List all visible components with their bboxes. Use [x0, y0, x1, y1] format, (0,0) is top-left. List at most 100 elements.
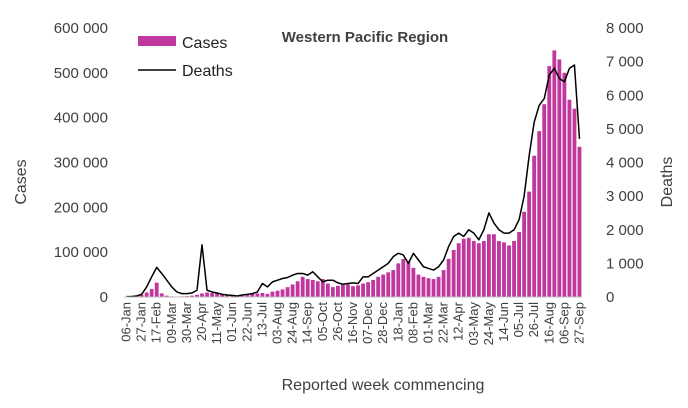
y-tick-label: 0 — [100, 289, 108, 306]
cases-bar — [371, 279, 376, 297]
cases-bar — [386, 272, 391, 297]
cases-bar — [225, 294, 230, 297]
cases-bar — [512, 240, 516, 297]
cases-bar — [522, 211, 527, 297]
x-tick-label: 06-Jan — [119, 302, 134, 342]
cases-bar — [275, 290, 280, 297]
cases-bar — [164, 295, 169, 297]
x-tick-label: 16-Nov — [345, 302, 360, 344]
x-tick-label: 05-Jul — [511, 302, 526, 338]
x-tick-label: 07-Dec — [360, 302, 375, 344]
cases-bar — [295, 281, 300, 297]
y2-tick-label: 3 000 — [606, 188, 644, 205]
cases-bar — [290, 284, 295, 297]
cases-bar — [195, 294, 199, 297]
x-tick-label: 27-Jan — [134, 302, 149, 342]
cases-bar — [416, 274, 421, 297]
cases-bar — [391, 270, 396, 297]
cases-bar — [335, 285, 340, 297]
cases-bar — [381, 274, 386, 297]
cases-bar — [330, 287, 335, 297]
cases-bar — [341, 284, 345, 297]
y2-tick-label: 1 000 — [606, 255, 644, 272]
x-tick-label: 03-Aug — [270, 302, 285, 344]
cases-bar — [260, 292, 265, 297]
cases-bar — [542, 104, 547, 297]
x-tick-label: 28-Dec — [375, 302, 390, 344]
x-tick-label: 18-Jan — [390, 302, 405, 342]
cases-bar — [346, 284, 350, 297]
x-tick-label: 08-Feb — [405, 302, 420, 343]
cases-bar — [497, 240, 501, 297]
y-tick-label: 300 000 — [54, 155, 108, 172]
y-tick-label: 400 000 — [54, 110, 108, 127]
cases-bar — [245, 294, 250, 297]
cases-bar — [270, 291, 275, 297]
deaths-line-group — [126, 64, 581, 298]
cases-bar — [567, 99, 572, 297]
cases-bars — [124, 50, 582, 298]
x-tick-label: 26-Jul — [526, 302, 541, 338]
cases-bar — [320, 279, 325, 297]
cases-bar — [300, 276, 305, 297]
cases-bar — [376, 276, 381, 297]
x-tick-label: 22-Mar — [436, 301, 451, 343]
x-tick-label: 05-Oct — [315, 302, 330, 341]
x-tick-label: 14-Sep — [300, 302, 315, 344]
cases-bar — [406, 261, 411, 297]
cases-bar — [421, 276, 426, 297]
cases-bar — [481, 240, 486, 297]
cases-bar — [356, 285, 360, 297]
x-tick-label: 24-May — [481, 302, 496, 346]
cases-bar — [476, 243, 481, 297]
x-tick-label: 13-Jul — [254, 302, 269, 338]
y-tick-label: 600 000 — [54, 20, 108, 37]
cases-bar — [154, 282, 159, 297]
x-tick-label: 26-Oct — [330, 302, 345, 341]
x-tick-label: 24-Aug — [285, 302, 300, 344]
cases-bar — [451, 249, 456, 297]
right-axis-ticks: 0 1 000 2 000 3 000 4 000 5 000 6 000 7 000 8 00… — [606, 20, 644, 306]
cases-bar — [471, 240, 476, 297]
cases-bar — [517, 231, 522, 297]
cases-bar — [431, 279, 436, 297]
cases-bar — [325, 283, 330, 297]
cases-bar — [557, 59, 562, 297]
cases-bar — [230, 295, 235, 297]
cases-bar — [285, 287, 290, 297]
cases-bar — [562, 72, 567, 297]
cases-bar — [577, 146, 582, 297]
cases-bar — [401, 258, 406, 297]
chart-title: Western Pacific Region — [282, 29, 448, 46]
cases-bar — [315, 281, 320, 297]
cases-bar — [210, 292, 214, 297]
cases-bar — [456, 243, 461, 297]
cases-bar — [527, 191, 532, 297]
x-tick-label: 30-Mar — [179, 301, 194, 343]
cases-bar — [240, 295, 245, 297]
cases-bar — [159, 293, 164, 297]
cases-bar — [396, 263, 401, 298]
cases-bar — [507, 245, 511, 297]
x-tick-label: 27-Sep — [571, 302, 586, 344]
cases-bar — [547, 66, 552, 297]
cases-bar — [552, 50, 557, 297]
cases-bar — [572, 108, 577, 297]
left-axis-ticks: 0 100 000 200 000 300 000 400 000 500 000 600 … — [54, 20, 108, 306]
x-tick-label: 06-Sep — [556, 302, 571, 344]
x-tick-label: 17-Feb — [149, 302, 164, 343]
cases-bar — [205, 292, 209, 297]
x-tick-label: 01-Jun — [224, 302, 239, 342]
x-axis-title: Reported week commencing — [282, 377, 485, 394]
cases-bar — [436, 276, 441, 297]
cases-bar — [139, 294, 144, 297]
cases-bar — [366, 282, 371, 297]
cases-bar — [537, 131, 542, 297]
y2-tick-label: 6 000 — [606, 87, 644, 104]
cases-bar — [250, 293, 255, 297]
cases-bar — [144, 292, 149, 297]
y2-tick-label: 4 000 — [606, 155, 644, 172]
x-tick-label: 01-Mar — [420, 301, 435, 343]
cases-bar — [361, 283, 365, 297]
cases-bar — [265, 293, 270, 297]
